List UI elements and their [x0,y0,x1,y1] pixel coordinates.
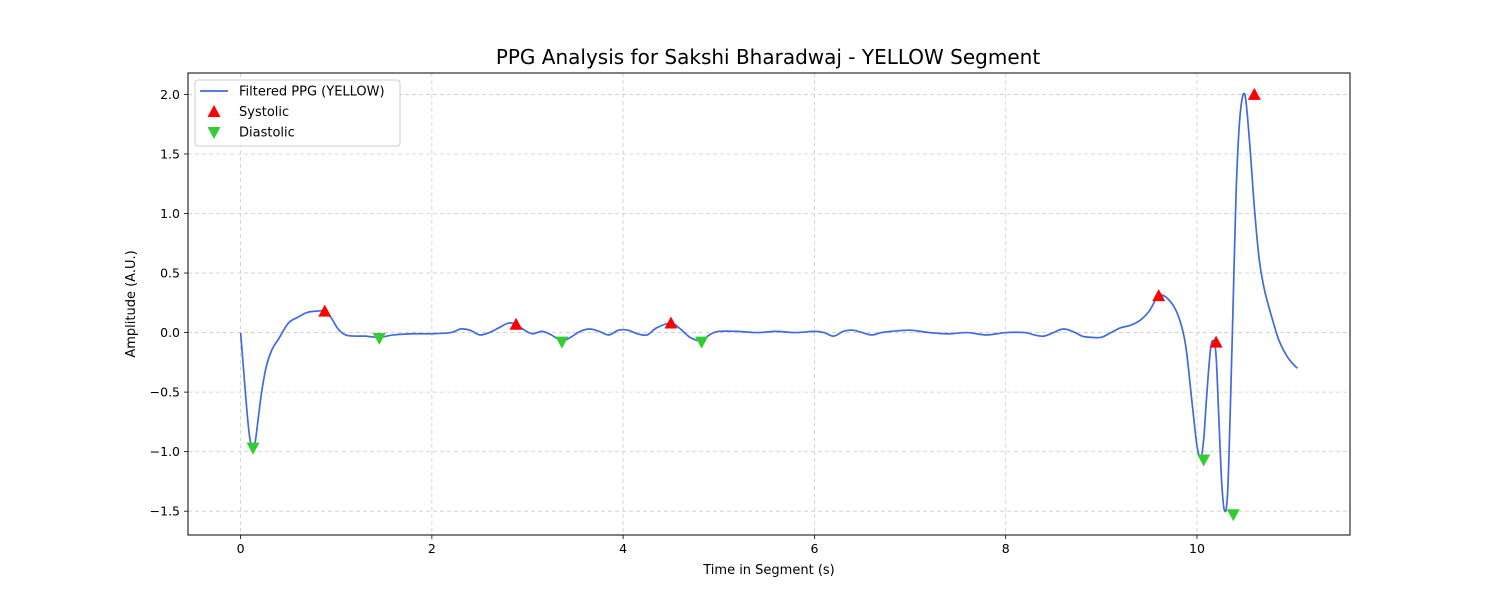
series [239,87,1298,522]
diastolic-marker [1226,509,1240,522]
ppg-signal-line [239,92,1298,513]
x-tick-label: 4 [619,541,627,556]
x-tick-label: 2 [428,541,436,556]
legend-label-diastolic: Diastolic [239,126,295,141]
legend-label-filtered: Filtered PPG (YELLOW) [239,85,385,100]
legend-box [194,79,401,147]
systolic-marker [1152,289,1166,302]
legend-label-systolic: Systolic [239,105,289,120]
y-tick-label: 0.5 [160,266,180,281]
x-tick-label: 6 [810,541,818,556]
y-tick-label: 0.0 [160,325,180,340]
x-axis-label: Time in Segment (s) [702,563,834,578]
systolic-marker [1209,335,1223,348]
y-tick-label: −0.5 [150,385,180,400]
x-tick-label: 0 [237,541,245,556]
y-tick-label: −1.5 [150,504,180,519]
legend: Filtered PPG (YELLOW) Systolic Diastolic [194,79,401,147]
systolic-marker [509,317,523,330]
y-tick-label: −1.0 [150,444,180,459]
chart-title: PPG Analysis for Sakshi Bharadwaj - YELL… [496,45,1041,69]
diastolic-marker [372,333,386,346]
diastolic-marker [246,442,260,455]
diastolic-marker [695,336,709,349]
x-tick-label: 8 [1002,541,1010,556]
y-axis-label: Amplitude (A.U.) [124,250,139,357]
x-tick-label: 10 [1189,541,1205,556]
systolic-marker [664,316,678,329]
y-tick-label: 1.0 [160,206,180,221]
legend-systolic-marker [207,105,221,117]
diastolic-marker [1197,454,1211,467]
diastolic-marker [555,336,569,349]
grid [188,73,1350,535]
systolic-marker [1247,87,1261,100]
y-tick-label: 2.0 [160,87,180,102]
axis-ticks: 0 2 4 6 8 10 −1.5 −1.0 −0.5 0.0 0.5 1.0 1.5 2.0 [150,87,1205,556]
legend-diastolic-marker [207,127,221,139]
systolic-marker [318,304,332,317]
plot-frame [187,72,1351,536]
y-tick-label: 1.5 [160,146,180,161]
